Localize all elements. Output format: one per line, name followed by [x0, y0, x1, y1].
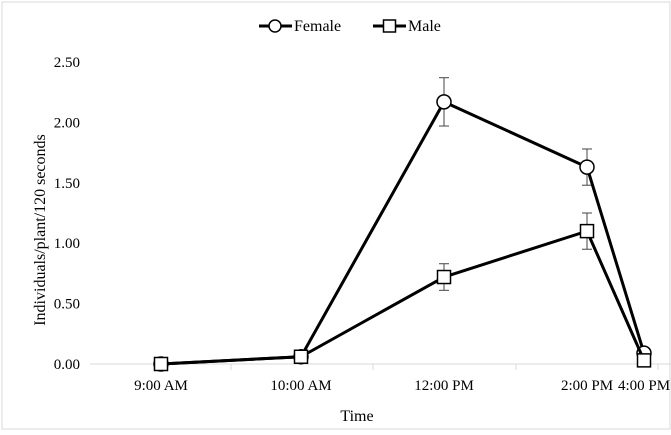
data-point-male: [579, 223, 595, 239]
data-point-female: [579, 159, 595, 175]
series-male: [153, 212, 652, 372]
data-point-female: [436, 94, 452, 110]
series-female: [153, 77, 652, 372]
data-point-male: [436, 269, 452, 285]
x-tick-label: 10:00 AM: [270, 378, 331, 394]
legend-label-female: Female: [294, 18, 341, 35]
x-tick-labels: 9:00 AM 10:00 AM 12:00 PM 2:00 PM 4:00 PM: [134, 364, 670, 394]
legend: Female Male: [259, 18, 441, 35]
y-tick-label: 2.00: [54, 115, 80, 131]
legend-marker-female: [268, 19, 282, 33]
y-tick-labels: 0.00 0.50 1.00 1.50 2.00 2.50: [54, 55, 80, 373]
legend-marker-male: [382, 19, 397, 33]
y-tick-label: 1.50: [54, 176, 80, 192]
series-line: [160, 100, 646, 366]
x-axis-title: Time: [340, 408, 373, 425]
x-tick-label: 4:00 PM: [618, 378, 670, 394]
y-tick-label: 1.00: [54, 236, 80, 252]
x-tick-label: 2:00 PM: [561, 378, 613, 394]
series-layer: [153, 77, 652, 372]
y-tick-label: 0.50: [54, 297, 80, 313]
data-point-male: [293, 349, 309, 365]
y-axis-title: Individuals/plant/120 seconds: [32, 134, 49, 326]
x-tick-label: 12:00 PM: [414, 378, 474, 394]
x-tick-label: 9:00 AM: [134, 378, 188, 394]
data-point-male: [636, 353, 652, 368]
data-point-male: [153, 356, 169, 372]
legend-label-male: Male: [408, 18, 441, 35]
y-tick-label: 0.00: [54, 357, 80, 373]
y-tick-label: 2.50: [54, 55, 80, 71]
series-line: [160, 229, 646, 366]
